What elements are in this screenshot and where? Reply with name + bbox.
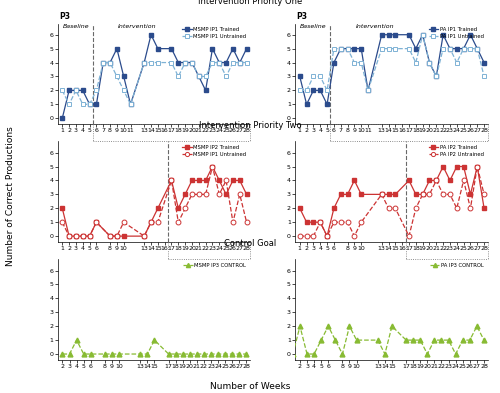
Legend: PA IP2 Trained, PA IP2 Untrained: PA IP2 Trained, PA IP2 Untrained [428, 144, 485, 158]
Text: Number of Correct Productions: Number of Correct Productions [6, 127, 15, 266]
Text: Intervention: Intervention [118, 24, 156, 29]
Text: P3: P3 [296, 13, 308, 21]
Legend: MSMP IP3 CONTROL: MSMP IP3 CONTROL [182, 262, 248, 269]
Text: Number of Weeks: Number of Weeks [210, 382, 290, 391]
Legend: PA IP1 Trained, PA IP1 Untrained: PA IP1 Trained, PA IP1 Untrained [428, 26, 485, 40]
Legend: MSMP IP2 Trained, MSMP IP1 Untrained: MSMP IP2 Trained, MSMP IP1 Untrained [181, 144, 248, 158]
Text: Baseline: Baseline [300, 24, 326, 29]
Legend: MSMP IP1 Trained, MSMP IP1 Untrained: MSMP IP1 Trained, MSMP IP1 Untrained [181, 26, 248, 40]
Text: Intervention Priority Two: Intervention Priority Two [198, 121, 302, 130]
Text: Control Goal: Control Goal [224, 239, 276, 248]
Text: P3: P3 [59, 13, 70, 21]
Text: Intervention Priority One: Intervention Priority One [198, 0, 302, 6]
Legend: PA IP3 CONTROL: PA IP3 CONTROL [429, 262, 485, 269]
Text: Intervention: Intervention [356, 24, 394, 29]
Text: Baseline: Baseline [62, 24, 89, 29]
